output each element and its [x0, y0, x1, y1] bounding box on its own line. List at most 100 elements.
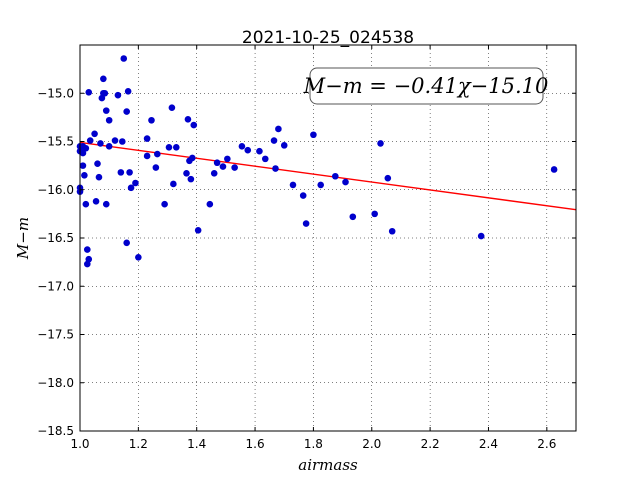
data-point [289, 181, 297, 189]
data-point [261, 155, 269, 163]
data-point [97, 140, 104, 147]
data-point [190, 121, 198, 129]
data-point [143, 152, 151, 160]
data-point [213, 159, 221, 167]
data-point [210, 170, 218, 177]
y-tick-label: −18.5 [37, 424, 74, 438]
data-point [342, 178, 349, 186]
data-point [105, 116, 113, 124]
data-point [256, 147, 263, 155]
axis-ticks [79, 45, 576, 432]
data-point [206, 200, 214, 208]
data-point [272, 165, 279, 172]
data-point [371, 210, 378, 218]
data-point [81, 171, 88, 179]
data-point [187, 175, 195, 183]
data-point [231, 164, 238, 171]
annotation-box [309, 67, 544, 105]
data-point [132, 179, 139, 187]
data-point [317, 181, 325, 189]
data-point [95, 173, 103, 181]
fit-line [79, 141, 577, 211]
data-point [102, 200, 110, 208]
data-point [280, 142, 288, 149]
data-point [127, 184, 135, 192]
data-point [105, 143, 113, 150]
data-point [152, 164, 160, 171]
x-tick-label: 2.4 [479, 437, 498, 451]
fit-annotation: M−m = −0.41χ−15.10 [303, 67, 549, 105]
data-point [123, 108, 130, 115]
annotation-text: M−m = −0.41χ−15.10 [303, 74, 549, 98]
data-point [123, 239, 130, 247]
data-point [117, 169, 125, 176]
data-point [135, 253, 142, 261]
data-point [219, 163, 227, 170]
data-point [126, 169, 133, 176]
data-point [94, 160, 101, 167]
data-point [148, 116, 155, 124]
data-point [100, 75, 107, 83]
y-tick-label: −17.5 [37, 328, 74, 342]
data-point [384, 174, 392, 182]
data-point [189, 154, 196, 162]
data-point [143, 135, 151, 142]
y-tick-label: −15.0 [37, 86, 74, 100]
x-tick-label: 2.6 [537, 437, 556, 451]
data-point [101, 89, 109, 97]
y-tick-label: −15.5 [37, 135, 74, 149]
x-tick-label: 1.2 [129, 437, 148, 451]
data-point [120, 55, 128, 62]
y-tick-label: −16.5 [37, 231, 74, 245]
data-point [331, 172, 339, 180]
data-point [114, 91, 122, 99]
data-point [86, 137, 94, 144]
data-point [349, 213, 357, 221]
data-point [224, 155, 231, 163]
data-points [76, 55, 558, 268]
data-point [172, 143, 180, 151]
data-point [154, 150, 161, 158]
data-point [161, 200, 168, 208]
data-point [168, 104, 176, 112]
y-axis-label: M−m [14, 217, 32, 260]
data-point [79, 162, 87, 169]
data-point [377, 140, 384, 147]
data-point [388, 227, 396, 235]
data-point [124, 88, 132, 95]
data-point [83, 246, 91, 253]
data-point [102, 107, 110, 114]
chart-title: 2021-10-25_024538 [242, 28, 414, 48]
data-point [85, 255, 93, 263]
data-point [270, 137, 278, 144]
data-point [275, 125, 282, 133]
y-tick-label: −16.0 [37, 183, 74, 197]
x-axis-label: airmass [298, 456, 358, 474]
x-tick-label: 1.6 [246, 437, 265, 451]
data-point [79, 149, 87, 157]
y-tick-label: −18.0 [37, 376, 74, 390]
data-point [82, 144, 90, 152]
fit-line-group [79, 141, 577, 211]
y-tick-labels: −15.0 −15.5 −16.0 −16.5 −17.0 −17.5 −18.0 −18.5 [37, 86, 74, 438]
data-point [194, 226, 202, 234]
data-point [550, 166, 558, 173]
data-point [170, 180, 177, 188]
x-tick-label: 1.8 [304, 437, 323, 451]
x-tick-label: 2.2 [421, 437, 440, 451]
data-point [91, 130, 98, 138]
data-point [82, 200, 90, 208]
data-point [111, 137, 119, 144]
data-point [85, 88, 93, 96]
data-point [302, 220, 310, 227]
data-point [183, 170, 190, 177]
y-tick-label: −17.0 [37, 279, 74, 293]
data-point [92, 198, 100, 205]
data-point [165, 143, 173, 151]
data-point [184, 116, 192, 123]
data-point [238, 143, 246, 150]
data-point [299, 192, 307, 199]
data-point [477, 232, 485, 240]
data-point [119, 138, 126, 145]
